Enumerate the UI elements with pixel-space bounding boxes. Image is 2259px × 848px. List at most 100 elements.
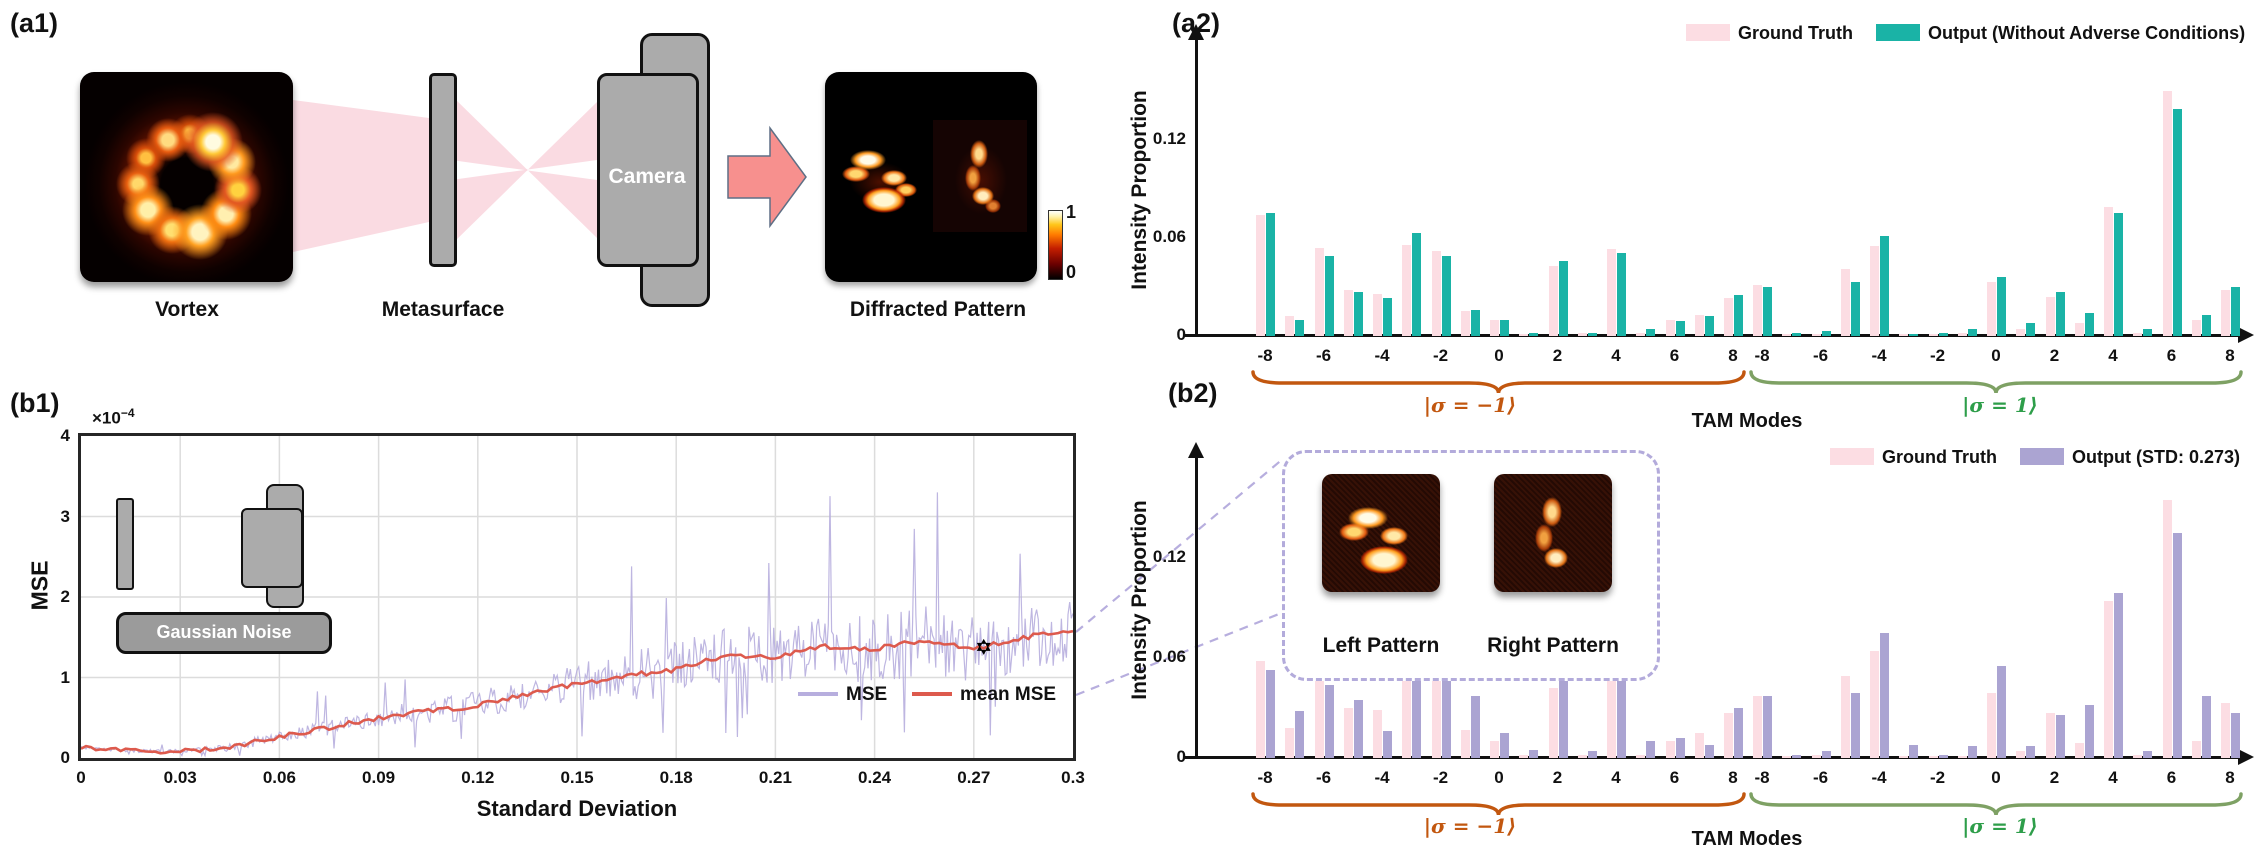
bar-ground-truth: [1811, 755, 1821, 758]
mse-tick-label: 4: [60, 426, 70, 445]
bar-output: [2201, 315, 2211, 336]
std-tick-label: 0.15: [560, 768, 594, 787]
bar-ground-truth: [1314, 248, 1324, 336]
bar-ground-truth: [2221, 703, 2230, 758]
x-tick-label: -4: [1871, 346, 1887, 365]
bar-output: [1792, 333, 1802, 336]
std-tick-label: 0.24: [858, 768, 892, 787]
bar-output: [1617, 253, 1626, 336]
dashed-connector-bottom: [1075, 610, 1285, 697]
camera-label: Camera: [608, 165, 686, 188]
bar-ground-truth: [1694, 315, 1704, 336]
x-tick-label: -6: [1812, 768, 1829, 787]
x-tick-label: 6: [2166, 768, 2177, 787]
bar-output: [2055, 292, 2065, 336]
x-tick-label: 6: [1669, 768, 1680, 787]
x-tick-label: -8: [1754, 346, 1770, 365]
x-tick-label: 8: [1728, 346, 1738, 365]
bar-output: [2084, 313, 2094, 336]
bar-ground-truth: [1343, 290, 1353, 336]
y-tick-label: 0.12: [1152, 129, 1186, 148]
x-tick-label: 6: [2166, 346, 2177, 365]
x-tick-label: 2: [1552, 346, 1563, 365]
y-scale-label: ×10−4: [92, 406, 135, 429]
bar-ground-truth: [1928, 756, 1938, 758]
bar-ground-truth: [1373, 294, 1382, 336]
x-tick-label: 0: [1991, 768, 2001, 787]
bar-ground-truth: [1811, 334, 1821, 336]
x-tick-label: 8: [2225, 768, 2235, 787]
x-tick-label: 0: [1494, 768, 1504, 787]
bar-output: [1529, 750, 1539, 758]
x-tick-label: -2: [1432, 346, 1449, 365]
std-axis-label: Standard Deviation: [476, 796, 678, 821]
x-tick-label: 4: [1611, 768, 1621, 787]
bar-output: [1880, 633, 1889, 758]
bar-output: [1821, 331, 1831, 336]
inset-camera-body: [241, 508, 303, 588]
inset-left-pattern-image: [1322, 474, 1440, 592]
mse-legend-label: MSE: [846, 684, 888, 705]
bar-output: [1646, 741, 1656, 758]
bar-ground-truth: [2074, 323, 2084, 336]
bar-output: [1324, 685, 1334, 758]
bar-output: [2114, 593, 2123, 758]
bar-output: [1324, 256, 1334, 336]
bar-output: [1500, 320, 1509, 336]
b2-sigma-right-label: |σ = 1⟩: [1962, 814, 2038, 838]
bar-ground-truth: [1285, 316, 1295, 336]
y-tick-label: 0: [1176, 325, 1186, 344]
b2-ylabel: Intensity Proportion: [1128, 500, 1151, 700]
b2-legend-output-label: Output (STD: 0.273): [2072, 447, 2241, 467]
x-tick-label: 4: [2108, 346, 2118, 365]
panel-label-b2: (b2): [1168, 378, 1218, 408]
bar-output: [2143, 329, 2153, 336]
bar-ground-truth: [2016, 751, 2026, 758]
bar-ground-truth: [1724, 298, 1733, 336]
bar-ground-truth: [1402, 245, 1412, 336]
bar-ground-truth: [1928, 334, 1938, 336]
bar-output: [1383, 298, 1392, 336]
bar-ground-truth: [2191, 320, 2201, 336]
a2-legend-gt-swatch: [1686, 24, 1730, 41]
std-tick-label: 0.21: [758, 768, 792, 787]
bar-ground-truth: [1870, 246, 1879, 336]
metasurface-bar: [429, 73, 457, 267]
gaussian-noise-box: Gaussian Noise: [116, 612, 332, 654]
std-tick-label: 0.06: [262, 768, 296, 787]
bar-ground-truth: [1870, 651, 1879, 758]
bar-ground-truth: [1431, 251, 1441, 336]
bar-ground-truth: [1402, 666, 1412, 758]
bar-output: [1821, 751, 1831, 758]
diffracted-caption: Diffracted Pattern: [849, 298, 1027, 321]
bar-output: [2084, 705, 2094, 758]
b2-y-axis-arrowhead: [1188, 442, 1204, 458]
bar-output: [1909, 745, 1919, 758]
bar-output: [1997, 277, 2006, 336]
bar-ground-truth: [1607, 673, 1616, 758]
bar-ground-truth: [2045, 713, 2055, 758]
bar-ground-truth: [2191, 741, 2201, 758]
std-tick-label: 0: [76, 768, 86, 787]
bar-output: [1734, 708, 1743, 758]
diffracted-left-pattern: [828, 120, 932, 232]
x-tick-label: -6: [1315, 346, 1332, 365]
bar-output: [1967, 746, 1977, 758]
bar-output: [1295, 711, 1305, 758]
bar-output: [1617, 670, 1626, 758]
bar-output: [1383, 731, 1392, 758]
a2-legend-output-label: Output (Without Adverse Conditions): [1928, 23, 2246, 43]
bar-output: [2114, 213, 2123, 336]
bar-output: [1587, 751, 1597, 758]
y-scale-base: ×10: [92, 408, 121, 428]
a2-sigma-left-label: |σ = −1⟩: [1423, 393, 1517, 417]
brace: [1251, 792, 1746, 816]
bar-ground-truth: [1753, 285, 1762, 336]
inset-right-pattern-caption: Right Pattern: [1487, 634, 1619, 657]
mse-plot: [81, 436, 1073, 758]
y-tick-label: 0.06: [1152, 227, 1186, 246]
bar-output: [1909, 334, 1919, 336]
diffracted-right-pattern: [933, 120, 1027, 232]
brace: [1251, 370, 1746, 394]
x-tick-label: -8: [1257, 346, 1273, 365]
